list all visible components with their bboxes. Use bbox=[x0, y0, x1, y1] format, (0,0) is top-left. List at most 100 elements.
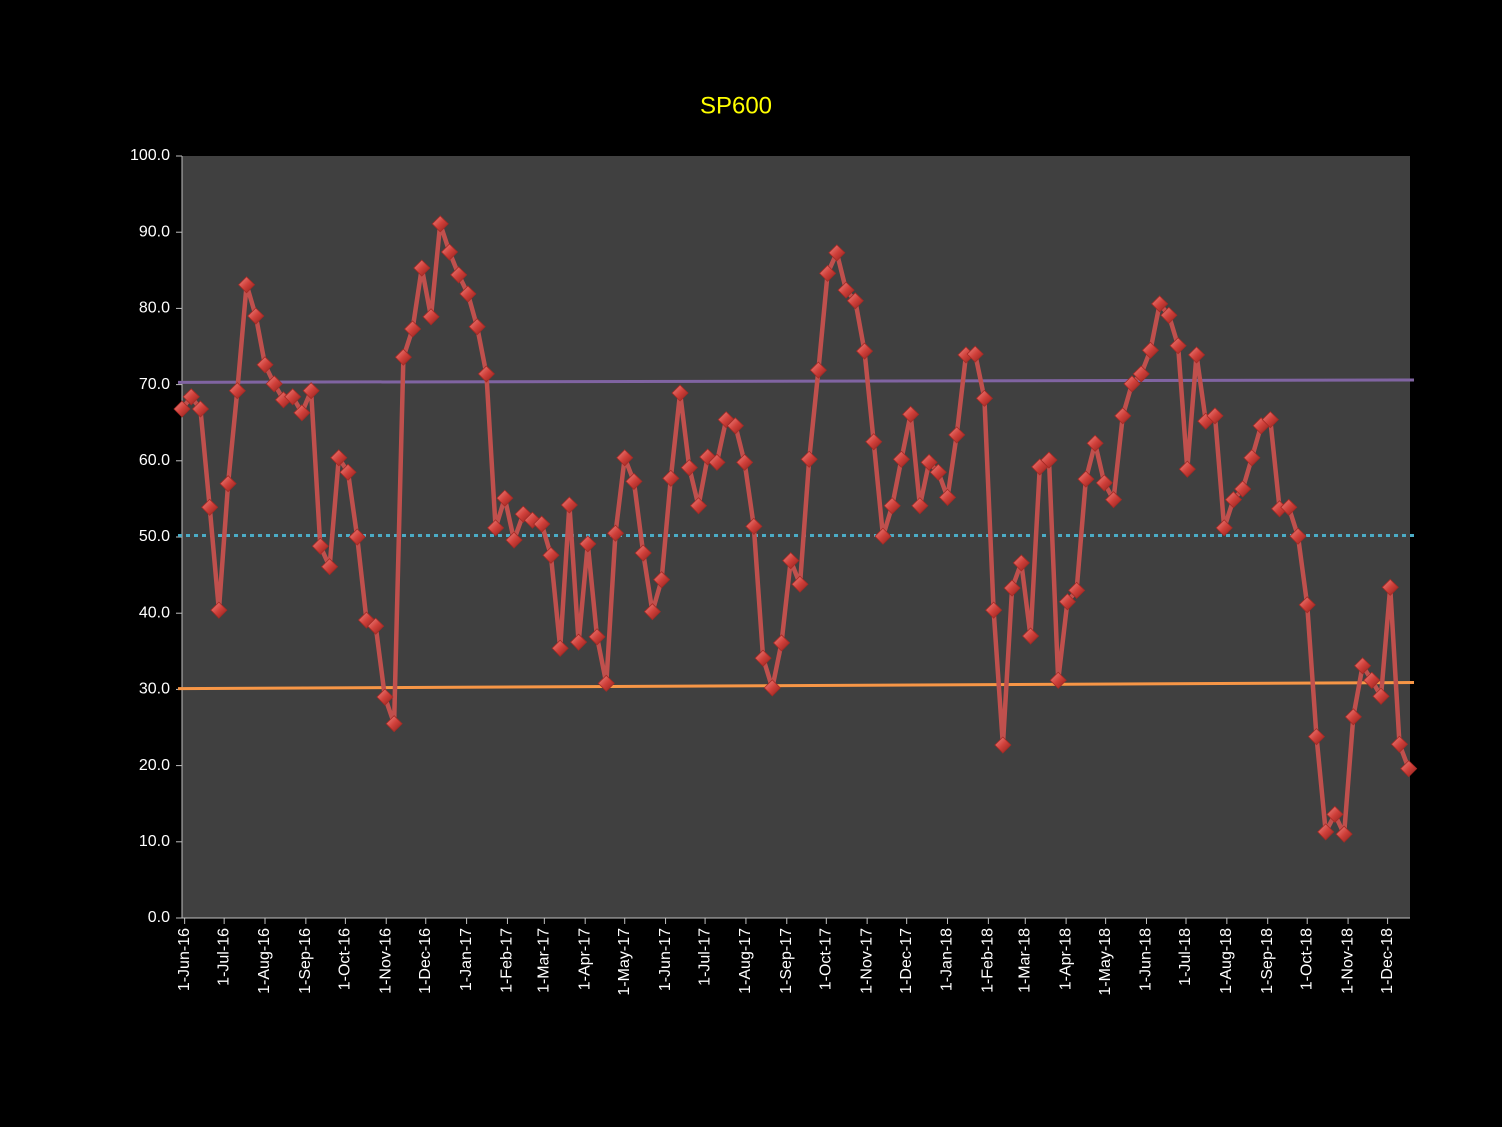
data-point bbox=[311, 537, 329, 555]
data-point bbox=[1234, 480, 1252, 498]
data-point bbox=[1012, 554, 1030, 572]
data-point bbox=[763, 679, 781, 697]
data-point bbox=[468, 318, 486, 336]
data-point bbox=[330, 449, 348, 467]
data-point bbox=[736, 453, 754, 471]
data-point bbox=[1344, 708, 1362, 726]
x-tick-label: 1-Oct-18 bbox=[1298, 928, 1315, 990]
data-point bbox=[1021, 627, 1040, 645]
data-point bbox=[339, 463, 357, 481]
x-tick-label: 1-Feb-18 bbox=[980, 928, 997, 993]
data-point bbox=[505, 531, 523, 549]
data-point bbox=[634, 544, 652, 562]
data-point bbox=[754, 649, 772, 667]
data-point bbox=[1141, 341, 1159, 359]
data-point bbox=[1381, 578, 1399, 596]
data-point bbox=[431, 215, 449, 233]
data-point bbox=[837, 281, 855, 299]
x-tick-label: 1-Apr-18 bbox=[1057, 928, 1074, 990]
data-point bbox=[210, 601, 228, 619]
x-tick-label: 1-Aug-17 bbox=[737, 928, 754, 994]
data-point bbox=[533, 515, 551, 533]
data-point bbox=[348, 528, 366, 546]
data-point bbox=[1307, 728, 1326, 746]
x-tick-label: 1-Jun-18 bbox=[1138, 928, 1155, 991]
data-point bbox=[321, 558, 339, 576]
x-tick-label: 1-Jan-18 bbox=[939, 928, 956, 991]
data-point bbox=[1187, 346, 1206, 364]
data-point bbox=[938, 488, 957, 506]
data-point bbox=[883, 497, 901, 515]
y-tick-label: 50.0 bbox=[139, 528, 170, 545]
y-tick-label: 60.0 bbox=[139, 452, 170, 469]
data-point bbox=[1326, 805, 1344, 823]
x-tick-label: 1-Jun-16 bbox=[176, 928, 193, 991]
data-point bbox=[966, 345, 984, 363]
y-tick-label: 80.0 bbox=[139, 300, 170, 317]
data-point bbox=[191, 400, 210, 418]
data-point bbox=[929, 463, 947, 481]
x-tick-label: 1-Jan-17 bbox=[458, 928, 475, 991]
data-point bbox=[985, 601, 1003, 619]
data-point bbox=[874, 527, 892, 545]
x-tick-label: 1-Sep-18 bbox=[1259, 928, 1276, 994]
data-point bbox=[1169, 337, 1187, 355]
data-point bbox=[422, 308, 440, 326]
data-point bbox=[459, 285, 477, 303]
data-point bbox=[671, 384, 689, 402]
x-tick-label: 1-Oct-17 bbox=[818, 928, 835, 990]
data-point bbox=[819, 264, 837, 282]
y-tick-label: 30.0 bbox=[139, 681, 170, 698]
data-point bbox=[1003, 579, 1021, 597]
x-tick-label: 1-Nov-18 bbox=[1339, 928, 1356, 994]
data-point bbox=[1206, 407, 1224, 425]
data-point bbox=[1317, 823, 1335, 841]
data-point bbox=[450, 266, 468, 284]
data-point bbox=[662, 469, 680, 487]
data-point bbox=[256, 356, 274, 374]
data-point bbox=[293, 404, 311, 422]
x-tick-label: 1-Sep-16 bbox=[297, 928, 314, 994]
data-point bbox=[1058, 593, 1076, 611]
data-point bbox=[1298, 596, 1316, 614]
data-point bbox=[588, 628, 606, 646]
data-point bbox=[846, 292, 864, 310]
reference-line bbox=[177, 378, 1415, 384]
data-point bbox=[1104, 491, 1123, 509]
data-point bbox=[1151, 295, 1169, 313]
y-tick-label: 10.0 bbox=[139, 833, 170, 850]
data-point bbox=[1215, 519, 1233, 537]
data-point bbox=[1400, 760, 1418, 778]
x-tick-label: 1-Sep-17 bbox=[778, 928, 795, 994]
data-point bbox=[551, 639, 569, 657]
y-tick-label: 40.0 bbox=[139, 604, 170, 621]
data-point bbox=[1077, 470, 1095, 488]
data-point bbox=[1372, 687, 1390, 705]
data-point bbox=[404, 320, 422, 338]
data-point bbox=[782, 552, 800, 570]
data-point bbox=[828, 244, 846, 262]
data-point bbox=[653, 571, 671, 589]
data-point bbox=[892, 450, 910, 468]
x-tick-label: 1-Mar-17 bbox=[536, 928, 553, 993]
data-point bbox=[1068, 581, 1086, 599]
data-point bbox=[800, 450, 818, 468]
data-point bbox=[1114, 407, 1132, 425]
data-point bbox=[487, 519, 505, 537]
data-point bbox=[385, 715, 403, 733]
plot-area bbox=[182, 156, 1410, 918]
data-point bbox=[1086, 434, 1104, 452]
x-tick-label: 1-Nov-17 bbox=[858, 928, 875, 994]
x-tick-label: 1-May-17 bbox=[616, 928, 633, 996]
x-tick-label: 1-Apr-17 bbox=[576, 928, 593, 990]
data-point bbox=[1123, 375, 1141, 393]
data-point bbox=[1178, 460, 1196, 478]
data-point bbox=[376, 688, 394, 706]
data-point bbox=[689, 497, 708, 515]
x-tick-label: 1-Jul-16 bbox=[215, 928, 232, 986]
data-point bbox=[237, 276, 256, 294]
data-point bbox=[772, 634, 791, 652]
data-point bbox=[975, 389, 993, 407]
